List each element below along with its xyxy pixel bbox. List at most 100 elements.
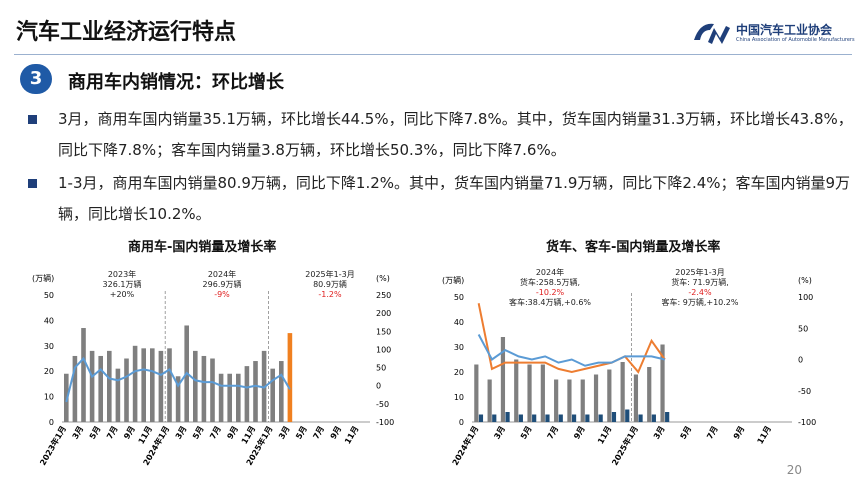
bar [593, 374, 599, 422]
x-tick-label: 5月 [191, 425, 206, 441]
y-tick-label: 20 [454, 368, 464, 377]
chart2-title: 货车、客车-国内销量及增长率 [546, 240, 721, 255]
bar [279, 361, 284, 422]
y2-tick-label: 100 [798, 293, 813, 302]
y-axis-unit: (万辆) [442, 275, 464, 285]
series-line [477, 334, 666, 367]
bar [665, 412, 670, 422]
y2-tick-label: 150 [376, 327, 391, 336]
x-tick-label: 11月 [137, 425, 154, 446]
bar [89, 350, 95, 422]
x-tick-label: 9月 [122, 425, 137, 441]
bar [244, 366, 250, 422]
bar [193, 350, 198, 422]
y2-tick-label: 0 [376, 382, 381, 391]
paragraph-text: 1-3月，商用车国内销量80.9万辆，同比下降1.2%。其中，货车国内销量71.… [58, 174, 851, 223]
bar [236, 373, 241, 422]
bar [558, 414, 563, 422]
y-tick-label: 50 [454, 293, 464, 302]
bar [611, 412, 617, 422]
x-tick-label: 7月 [105, 425, 120, 441]
y-tick-label: 0 [49, 418, 54, 427]
x-tick-label: 5月 [88, 425, 103, 441]
bar [175, 376, 181, 422]
section-heading: 3 商用车内销情况：环比增长 [20, 64, 340, 94]
y2-axis-unit: (%) [798, 276, 812, 285]
caam-logo: 中国汽车工业协会 China Association of Automobile… [690, 18, 860, 50]
series-line [477, 303, 666, 374]
x-tick-label: 2023年1月 [37, 424, 68, 467]
x-tick-label: 11月 [596, 425, 613, 446]
y2-tick-label: -50 [798, 387, 811, 396]
logo-text-cn: 中国汽车工业协会 [736, 23, 833, 37]
bullet-icon [28, 179, 37, 188]
bar [98, 355, 103, 422]
paragraph-q1: 1-3月，商用车国内销量80.9万辆，同比下降1.2%。其中，货车国内销量71.… [28, 168, 858, 230]
x-tick-label: 5月 [294, 425, 309, 441]
y2-tick-label: 250 [376, 291, 391, 300]
y-tick-label: 30 [44, 342, 54, 351]
logo-text-en: China Association of Automobile Manufact… [736, 37, 855, 43]
bar [620, 362, 625, 422]
annotation-text: 货车: 71.9万辆, [671, 277, 729, 287]
caam-logo-icon [694, 23, 730, 44]
bar [571, 414, 577, 422]
chart1-title: 商用车-国内销量及增长率 [128, 240, 277, 255]
bar [514, 359, 519, 422]
bar [107, 350, 112, 422]
y2-axis-unit: (%) [376, 274, 390, 283]
annotation-text: -1.2% [318, 290, 342, 299]
x-tick-label: 11月 [343, 425, 360, 446]
x-tick-label: 2025年1月 [609, 424, 640, 467]
bar [115, 368, 121, 422]
y-tick-label: 40 [44, 316, 54, 325]
paragraph-march: 3月，商用车国内销量35.1万辆，环比增长44.5%，同比下降7.8%。其中，货… [28, 104, 858, 166]
bar [660, 344, 665, 422]
y2-tick-label: -100 [376, 418, 394, 427]
x-tick-label: 7月 [546, 425, 561, 441]
x-tick-label: 3月 [174, 425, 189, 441]
bar [598, 414, 603, 422]
annotation-text: 326.1万辆 [103, 279, 142, 289]
y-tick-label: 40 [454, 318, 464, 327]
bar [487, 379, 492, 422]
bar [527, 364, 532, 422]
x-tick-label: 7月 [705, 425, 720, 441]
x-tick-label: 11月 [756, 425, 773, 446]
bar [201, 355, 207, 422]
annotation-text: -9% [214, 290, 230, 299]
y2-tick-label: 50 [798, 324, 808, 333]
bar [651, 414, 656, 422]
bar [81, 328, 86, 422]
bar [287, 333, 293, 422]
chart-trucks-buses: (万辆) (%) 0 10 20 30 40 50 -100 -50 0 50 100 2024年1月 3月… [442, 267, 816, 467]
y2-tick-label: 200 [376, 309, 391, 318]
x-tick-label: 2024年1月 [450, 424, 481, 467]
x-tick-label: 3月 [492, 425, 507, 441]
bar [253, 361, 258, 422]
bar [158, 350, 164, 422]
x-tick-label: 3月 [277, 425, 292, 441]
x-tick-label: 9月 [572, 425, 587, 441]
chart-commercial-vehicles: (万辆) (%) 0 10 20 30 40 50 -100 -50 0 50 100 150 200 250… [32, 269, 394, 467]
y2-tick-label: -50 [376, 400, 389, 409]
annotation-text: 客车: 9万辆,+10.2% [662, 297, 739, 307]
header: 汽车工业经济运行特点 中国汽车工业协会 China Association of… [0, 0, 866, 56]
bar [580, 379, 585, 422]
x-tick-label: 7月 [311, 425, 326, 441]
bar [227, 373, 232, 422]
bar [567, 379, 572, 422]
bar [474, 364, 479, 422]
x-tick-label: 9月 [732, 425, 747, 441]
x-tick-label: 3月 [71, 425, 86, 441]
bullet-icon [28, 115, 37, 124]
page-title: 汽车工业经济运行特点 [16, 20, 237, 45]
bar [638, 414, 643, 422]
annotation-text: 296.9万辆 [203, 279, 242, 289]
y-tick-label: 50 [44, 291, 54, 300]
bar [150, 348, 155, 422]
y2-tick-label: -100 [798, 418, 816, 427]
bar [540, 364, 545, 422]
annotation-text: 客车:38.4万辆,+0.6% [509, 297, 591, 307]
x-tick-label: 7月 [208, 425, 223, 441]
